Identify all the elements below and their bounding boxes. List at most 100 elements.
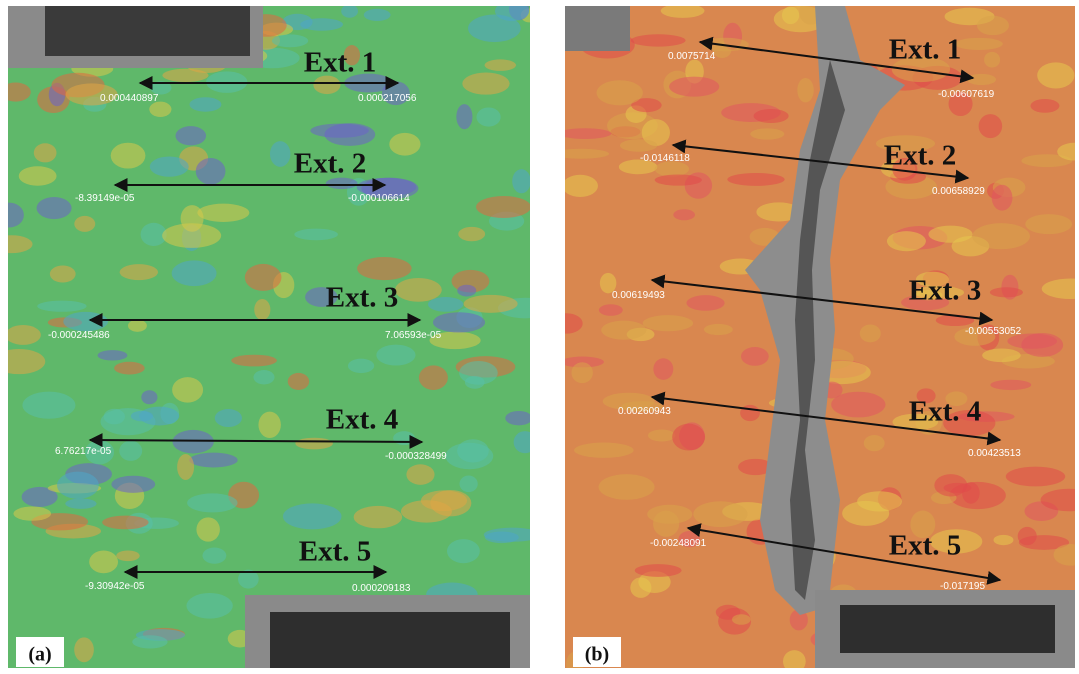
strain-blob [119, 440, 143, 461]
right-value: 0.00423513 [968, 448, 1021, 459]
extensometer-label: Ext. 4 [909, 396, 982, 428]
strain-blob [89, 550, 119, 574]
strain-blob [310, 123, 369, 138]
strain-blob [565, 148, 610, 159]
strain-blob [175, 126, 207, 146]
left-value: -0.000245486 [48, 330, 110, 341]
strain-blob [22, 391, 76, 419]
strain-blob [258, 411, 281, 438]
right-value: 0.00658929 [932, 186, 985, 197]
strain-blob [672, 423, 706, 451]
strain-blob [33, 143, 57, 163]
left-value: -0.0146118 [640, 153, 690, 164]
strain-blob [432, 312, 486, 333]
strain-blob [574, 442, 634, 458]
strain-blob [731, 614, 751, 625]
strain-blob [254, 298, 271, 321]
strain-blob [886, 231, 926, 252]
strain-blob [111, 475, 156, 493]
strain-blob [341, 6, 359, 18]
strain-blob [991, 184, 1013, 211]
strain-blob [565, 356, 604, 368]
strain-blob [458, 226, 486, 242]
strain-blob [394, 277, 442, 302]
strain-blob [686, 295, 725, 311]
strain-blob [57, 471, 99, 499]
strain-blob [703, 323, 733, 336]
right-value: 7.06593e-05 [385, 330, 442, 341]
strain-blob [483, 527, 530, 542]
right-value: -0.00553052 [965, 326, 1022, 337]
right-value: 0.000217056 [358, 93, 417, 104]
strain-blob [139, 406, 180, 426]
strain-blob [1053, 544, 1075, 566]
strain-blob [1007, 333, 1057, 349]
extensometer-label: Ext. 5 [889, 530, 962, 562]
strain-blob [459, 360, 498, 385]
strain-blob [376, 344, 416, 366]
right-value: -0.00607619 [938, 89, 995, 100]
extensometer-label: Ext. 2 [884, 140, 957, 172]
strain-blob [445, 442, 494, 470]
strain-blob [462, 72, 510, 95]
strain-blob [598, 304, 623, 316]
strain-blob [49, 265, 76, 283]
strain-blob [343, 45, 361, 66]
extensometer-label: Ext. 1 [304, 47, 377, 79]
strain-blob [189, 97, 222, 112]
strain-blob [110, 142, 146, 169]
strain-blob [476, 107, 501, 127]
strain-blob [13, 506, 52, 521]
strain-blob [37, 300, 87, 312]
strain-blob [1057, 142, 1075, 161]
strain-blob [1021, 154, 1073, 168]
strain-blob [8, 348, 46, 375]
strain-blob [789, 609, 808, 631]
strain-blob [756, 202, 802, 222]
strain-blob [429, 331, 481, 350]
strain-blob [781, 6, 800, 25]
strain-blob [990, 379, 1032, 391]
strain-blob [1018, 535, 1070, 550]
strain-blob [253, 370, 275, 385]
strain-blob [141, 390, 158, 405]
strain-blob [418, 365, 448, 390]
strain-blob [97, 350, 128, 361]
strain-blob [984, 51, 1001, 68]
strain-blob [456, 104, 473, 130]
strain-blob [602, 392, 655, 410]
strain-blob [202, 547, 227, 564]
strain-blob [162, 223, 222, 248]
strain-blob [294, 228, 338, 241]
strain-blob [196, 517, 220, 542]
strain-blob [74, 215, 96, 232]
strain-blob [630, 34, 686, 47]
strain-blob [738, 458, 773, 476]
strain-blob [457, 284, 477, 297]
strain-blob [753, 108, 789, 123]
strain-blob [195, 157, 226, 185]
left-value: 0.0075714 [668, 51, 716, 62]
strain-blob [972, 223, 1030, 250]
strain-blob [463, 294, 518, 313]
left-value: -0.00248091 [650, 538, 707, 549]
panel-a-image [8, 6, 530, 668]
strain-blob [8, 82, 31, 102]
strain-blob [954, 327, 996, 346]
strain-blob [512, 169, 530, 194]
strain-blob [484, 59, 517, 71]
strain-blob [863, 434, 885, 452]
strain-blob [1030, 99, 1060, 113]
strain-blob [406, 464, 435, 485]
strain-blob [565, 174, 598, 197]
strain-blob [140, 222, 167, 246]
panel-b-image [565, 6, 1075, 668]
strain-blob [978, 114, 1003, 139]
left-value: -9.30942e-05 [85, 581, 145, 592]
left-value: -8.39149e-05 [75, 193, 135, 204]
strain-blob [127, 319, 147, 332]
left-value: 0.00619493 [612, 290, 665, 301]
strain-blob [36, 197, 72, 220]
